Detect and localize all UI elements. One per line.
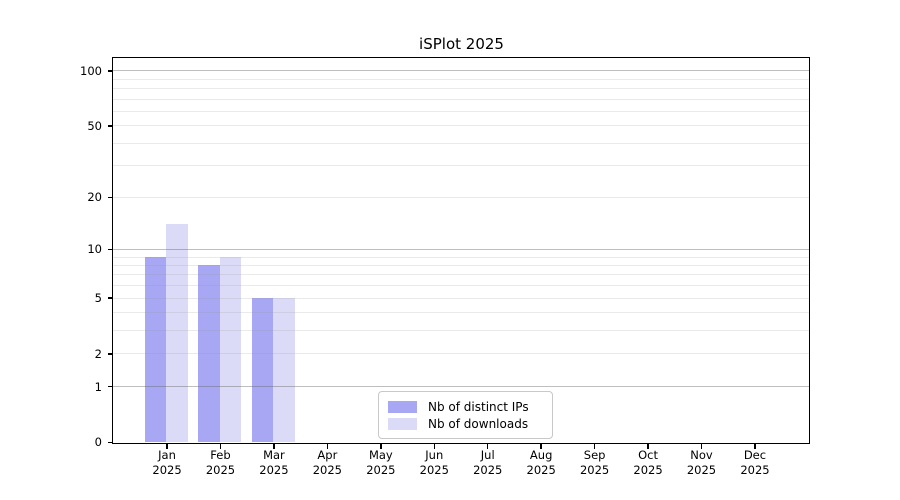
legend-item: Nb of downloads — [388, 415, 543, 432]
y-tick-label: 20 — [87, 190, 102, 205]
x-tick — [433, 443, 436, 449]
legend-swatch — [388, 400, 417, 413]
x-tick-month: Aug — [529, 448, 553, 462]
x-tick-label: Feb 2025 — [192, 448, 248, 478]
x-tick — [754, 443, 756, 449]
x-tick-month: Sep — [583, 448, 606, 462]
x-tick-label: Jun 2025 — [406, 448, 462, 478]
x-tick — [219, 443, 222, 449]
bar-distinct-ips-jan — [145, 256, 167, 442]
legend-label: Nb of downloads — [428, 416, 529, 431]
bar-downloads-mar — [273, 297, 295, 442]
x-tick — [700, 443, 703, 449]
legend-swatch — [388, 417, 417, 430]
plot-area — [112, 57, 810, 444]
y-tick-label: 100 — [80, 64, 102, 78]
x-tick-year: 2025 — [473, 463, 503, 477]
x-tick-year: 2025 — [312, 463, 343, 477]
x-tick-month: Dec — [743, 448, 767, 462]
x-tick-year: 2025 — [366, 463, 396, 477]
x-tick-month: Nov — [690, 448, 713, 462]
chart-title: iSPlot 2025 — [419, 35, 504, 53]
x-tick-label: Aug 2025 — [513, 448, 569, 478]
x-tick-month: May — [368, 448, 393, 462]
y-tick-label: 1 — [94, 379, 102, 394]
x-tick-year: 2025 — [633, 463, 663, 477]
bar-downloads-feb — [219, 256, 242, 442]
y-tick-label: 50 — [87, 118, 102, 133]
x-tick-label: Nov 2025 — [674, 448, 730, 478]
bars-layer — [113, 58, 809, 443]
x-tick — [647, 443, 649, 449]
y-tick-label: 0 — [94, 435, 102, 450]
x-tick — [326, 443, 329, 449]
x-tick-month: Mar — [263, 448, 285, 462]
x-tick-label: May 2025 — [353, 448, 409, 478]
x-tick-label: Sep 2025 — [567, 448, 623, 478]
x-tick-label: Mar 2025 — [246, 448, 302, 478]
x-tick-year: 2025 — [526, 463, 556, 477]
y-tick-label: 5 — [94, 291, 102, 306]
x-tick — [593, 443, 596, 449]
x-tick-label: Jul 2025 — [460, 448, 516, 478]
x-tick-year: 2025 — [205, 463, 236, 477]
x-tick — [380, 443, 382, 449]
x-tick-month: Jan — [158, 448, 176, 462]
x-tick — [166, 443, 168, 449]
x-tick-year: 2025 — [579, 463, 610, 477]
x-tick-year: 2025 — [740, 463, 770, 477]
x-tick-year: 2025 — [259, 463, 289, 477]
bar-downloads-jan — [166, 223, 188, 442]
x-tick-year: 2025 — [152, 463, 182, 477]
x-tick-label: Jan 2025 — [139, 448, 195, 478]
legend-label: Nb of distinct IPs — [428, 399, 529, 414]
x-tick-year: 2025 — [686, 463, 717, 477]
bar-distinct-ips-feb — [198, 264, 220, 442]
x-tick — [486, 443, 489, 449]
x-tick-label: Dec 2025 — [727, 448, 783, 478]
y-tick-label: 10 — [87, 242, 102, 257]
x-tick-month: Oct — [638, 448, 658, 462]
y-tick-label: 2 — [94, 346, 102, 361]
bar-distinct-ips-mar — [251, 297, 274, 442]
x-tick-year: 2025 — [419, 463, 449, 477]
legend: Nb of distinct IPs Nb of downloads — [378, 391, 553, 439]
x-tick-month: Feb — [210, 448, 231, 462]
x-tick-month: Jul — [480, 448, 495, 462]
x-tick — [540, 443, 542, 449]
x-tick-month: Apr — [317, 448, 338, 462]
x-tick-month: Jun — [425, 448, 444, 462]
legend-item: Nb of distinct IPs — [388, 398, 543, 415]
x-tick-label: Oct 2025 — [620, 448, 676, 478]
x-tick — [273, 443, 275, 449]
x-tick-label: Apr 2025 — [299, 448, 355, 478]
